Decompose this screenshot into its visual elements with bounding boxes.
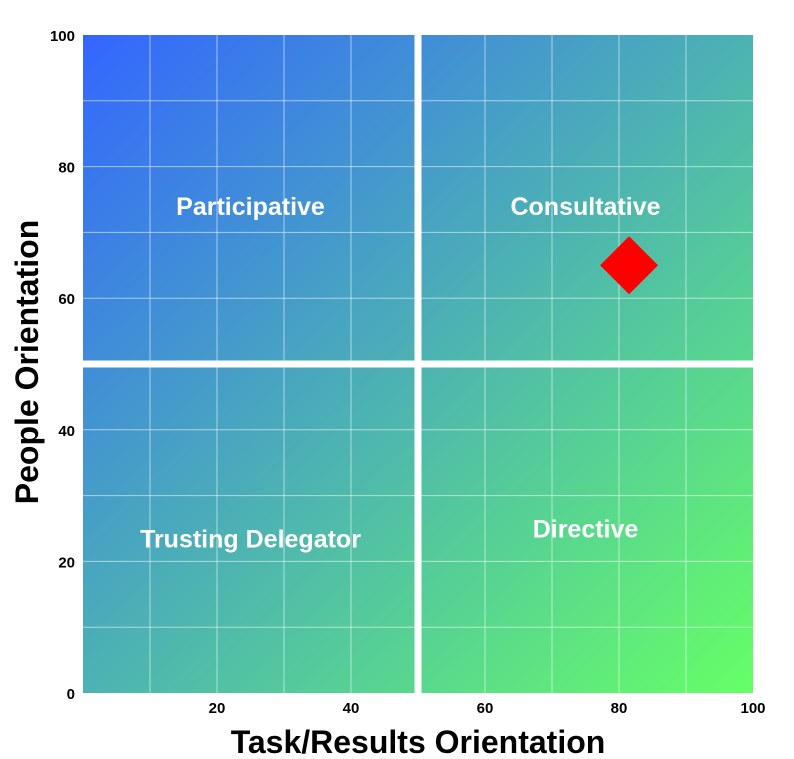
quadrant-labels: Participative Consultative Trusting Delega… bbox=[140, 193, 661, 553]
quadrant-label: Directive bbox=[533, 516, 639, 544]
x-tick-label: 60 bbox=[477, 700, 494, 717]
data-point-marker bbox=[600, 236, 659, 295]
x-tick-label: 80 bbox=[611, 700, 628, 717]
y-tick-label: 100 bbox=[50, 28, 75, 45]
y-tick-label: 20 bbox=[58, 554, 75, 571]
quadrant-label: Participative bbox=[176, 193, 325, 221]
y-tick-label: 60 bbox=[58, 291, 75, 308]
y-tick-labels: 0 20 40 60 80 100 bbox=[50, 28, 75, 703]
y-tick-label: 80 bbox=[58, 160, 75, 177]
data-points bbox=[600, 236, 659, 295]
y-axis-title: People Orientation bbox=[9, 220, 45, 504]
quadrant-label: Consultative bbox=[510, 193, 660, 221]
x-tick-labels: 20 40 60 80 100 bbox=[209, 700, 766, 717]
x-tick-label: 40 bbox=[343, 700, 360, 717]
y-tick-label: 0 bbox=[67, 686, 75, 703]
x-tick-label: 20 bbox=[209, 700, 226, 717]
x-tick-label: 100 bbox=[740, 700, 765, 717]
y-tick-label: 40 bbox=[58, 423, 75, 440]
quadrant-label: Trusting Delegator bbox=[140, 525, 361, 553]
x-axis-title: Task/Results Orientation bbox=[231, 724, 606, 759]
quadrant-dividers bbox=[83, 35, 753, 693]
